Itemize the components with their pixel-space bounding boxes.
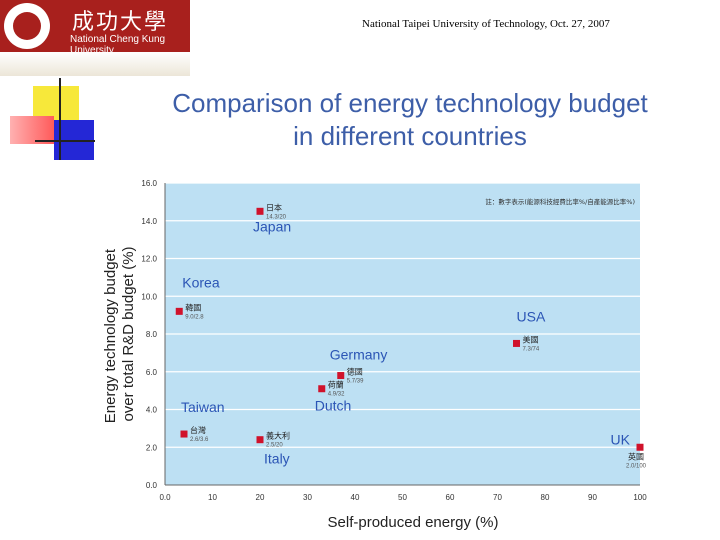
x-tick-label: 90 bbox=[588, 493, 597, 502]
x-tick-label: 20 bbox=[256, 493, 265, 502]
title-line-1: Comparison of energy technology budget bbox=[172, 88, 648, 118]
point-country-label: Italy bbox=[264, 451, 290, 467]
country-point-usa: 美國 7.3/74 USA bbox=[513, 308, 546, 352]
x-tick-label: 10 bbox=[208, 493, 217, 502]
slide-header: National Taipei University of Technology… bbox=[362, 18, 610, 30]
point-cn-label: 韓國 bbox=[185, 302, 201, 312]
data-marker bbox=[337, 372, 345, 380]
y-axis-label-line-2: over total R&D budget (%) bbox=[120, 246, 137, 421]
point-cn-label: 荷蘭 bbox=[328, 380, 344, 390]
point-country-label: Taiwan bbox=[181, 399, 225, 415]
point-cn-label: 台灣 bbox=[190, 425, 206, 435]
point-country-label: Korea bbox=[182, 274, 220, 290]
data-marker bbox=[175, 307, 183, 315]
y-tick-labels: 0.0 2.0 4.0 6.0 8.0 10.0 12.0 14.0 16.0 bbox=[141, 179, 157, 490]
point-cn-label: 英國 bbox=[628, 451, 644, 461]
country-point-uk: 英國 2.0/100 UK bbox=[611, 431, 647, 469]
point-value-label: 7.3/74 bbox=[523, 346, 540, 352]
point-country-label: Dutch bbox=[315, 398, 352, 414]
data-marker bbox=[180, 430, 188, 438]
decor-horizontal-line bbox=[35, 140, 95, 142]
point-value-label: 5.7/39 bbox=[347, 379, 364, 385]
point-cn-label: 日本 bbox=[266, 202, 282, 212]
point-cn-label: 義大利 bbox=[266, 431, 290, 441]
x-tick-label: 100 bbox=[633, 493, 647, 502]
country-point-italy: 義大利 2.5/20 Italy bbox=[256, 431, 290, 467]
y-tick-label: 10.0 bbox=[141, 292, 157, 301]
y-tick-label: 4.0 bbox=[146, 406, 158, 415]
point-country-label: Japan bbox=[253, 218, 291, 234]
y-tick-label: 2.0 bbox=[146, 443, 158, 452]
chart-note: 註：數字表示(能源科技經費比率%/自產能源比率%) bbox=[485, 197, 635, 206]
title-line-2: in different countries bbox=[293, 121, 527, 151]
decor-vertical-line bbox=[59, 78, 61, 160]
x-tick-label: 80 bbox=[541, 493, 550, 502]
point-value-label: 2.5/20 bbox=[266, 443, 283, 449]
y-tick-label: 8.0 bbox=[146, 330, 158, 339]
point-country-label: USA bbox=[517, 308, 546, 324]
data-marker bbox=[256, 207, 264, 215]
decor-red-square bbox=[10, 116, 54, 144]
data-marker bbox=[318, 385, 326, 393]
x-tick-labels: 0.0 10 20 30 40 50 60 70 80 90 100 bbox=[159, 493, 647, 502]
point-country-label: UK bbox=[611, 431, 631, 447]
point-cn-label: 美國 bbox=[523, 334, 539, 344]
y-axis-label: Energy technology budget over total R&D … bbox=[102, 245, 137, 423]
slide-title: Comparison of energy technology budget i… bbox=[110, 87, 710, 153]
university-seal bbox=[4, 3, 50, 49]
data-marker bbox=[636, 443, 644, 451]
country-point-korea: 韓國 9.0/2.8 Korea bbox=[175, 274, 220, 320]
point-value-label: 14.3/20 bbox=[266, 214, 287, 220]
data-marker bbox=[513, 339, 520, 347]
point-value-label: 9.0/2.8 bbox=[185, 314, 204, 320]
point-value-label: 2.6/3.6 bbox=[190, 437, 209, 443]
country-point-taiwan: 台灣 2.6/3.6 Taiwan bbox=[180, 399, 225, 443]
logo-chinese-name: 成功大學 bbox=[72, 10, 169, 35]
x-tick-label: 0.0 bbox=[159, 493, 171, 502]
logo-english-name: National Cheng Kung University bbox=[70, 34, 166, 56]
y-tick-label: 12.0 bbox=[141, 255, 157, 264]
y-tick-label: 14.0 bbox=[141, 217, 157, 226]
university-logo: 成功大學 National Cheng Kung University bbox=[0, 0, 190, 56]
point-value-label: 2.0/100 bbox=[626, 463, 647, 469]
y-tick-label: 6.0 bbox=[146, 368, 158, 377]
point-cn-label: 德國 bbox=[347, 367, 363, 377]
x-tick-label: 70 bbox=[493, 493, 502, 502]
x-tick-label: 50 bbox=[398, 493, 407, 502]
x-tick-label: 40 bbox=[351, 493, 360, 502]
y-tick-label: 16.0 bbox=[141, 179, 157, 188]
x-tick-label: 60 bbox=[446, 493, 455, 502]
point-value-label: 4.9/32 bbox=[328, 392, 345, 398]
y-axis-label-line-1: Energy technology budget bbox=[102, 248, 119, 423]
data-marker bbox=[256, 436, 264, 444]
y-tick-label: 0.0 bbox=[146, 481, 158, 490]
grid-lines bbox=[165, 182, 640, 448]
x-axis-label: Self-produced energy (%) bbox=[328, 514, 499, 531]
point-country-label: Germany bbox=[330, 347, 388, 363]
scatter-chart: 0.0 10 20 30 40 50 60 70 80 90 100 0.0 2.0 4.0 6.0 8.0… bbox=[102, 179, 647, 531]
logo-strip bbox=[0, 52, 190, 76]
x-tick-label: 30 bbox=[303, 493, 312, 502]
country-point-germany: 德國 5.7/39 Germany bbox=[330, 347, 388, 385]
